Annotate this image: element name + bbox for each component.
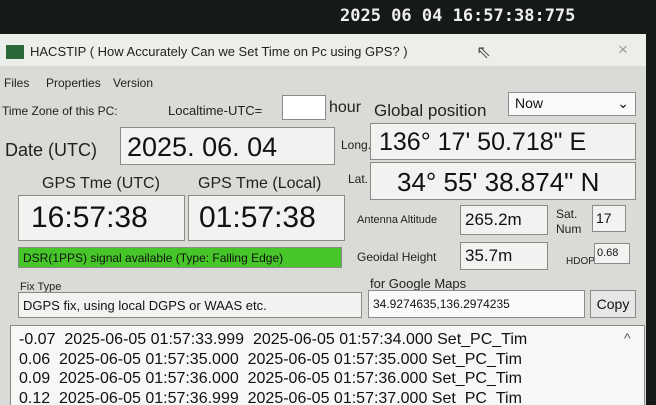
- gps-local-time: 01:57:38: [188, 195, 345, 241]
- copy-button[interactable]: Copy: [590, 290, 636, 318]
- antenna-value: 265.2m: [460, 205, 548, 235]
- longitude-value: 136° 17' 50.718" E: [370, 123, 636, 160]
- antenna-label: Antenna Altitude: [357, 214, 437, 226]
- date-label: Date (UTC): [5, 140, 97, 161]
- date-value: 2025. 06. 04: [120, 127, 335, 165]
- fix-value: DGPS fix, using local DGPS or WAAS etc.: [18, 292, 362, 318]
- timezone-input[interactable]: [282, 95, 326, 120]
- cursor: ⇖: [476, 42, 491, 63]
- maps-label: for Google Maps: [370, 276, 466, 291]
- dropdown-value: Now: [515, 95, 543, 111]
- screen-photo: 2025 06 04 16:57:38:775 HACSTIP ( How Ac…: [0, 0, 656, 405]
- gps-utc-label: GPS Tme (UTC): [42, 175, 160, 193]
- log-line: -0.07 2025-06-05 01:57:33.999 2025-06-05…: [19, 330, 636, 350]
- latitude-label: Lat.: [348, 172, 368, 186]
- menu-item[interactable]: Version: [113, 76, 153, 90]
- hdop-value: 0.68: [594, 243, 630, 264]
- timezone-unit: hour: [329, 99, 361, 117]
- dropdown-arrow: ⌄: [617, 95, 629, 112]
- latitude-value: 34° 55' 38.874" N: [370, 162, 636, 200]
- gps-utc-time: 16:57:38: [18, 195, 185, 241]
- geoid-label: Geoidal Height: [357, 250, 436, 264]
- timezone-label: Time Zone of this PC:: [2, 104, 118, 118]
- scroll-up[interactable]: ^: [624, 330, 631, 346]
- sat-label: Num: [556, 222, 581, 236]
- global-position-label: Global position: [374, 101, 486, 121]
- close-button[interactable]: ×: [618, 40, 628, 60]
- maps-value: 34.9274635,136.2974235: [368, 290, 585, 318]
- geoid-value: 35.7m: [460, 242, 548, 270]
- log-list: -0.07 2025-06-05 01:57:33.999 2025-06-05…: [10, 325, 645, 405]
- log-line: 0.12 2025-06-05 01:57:36.999 2025-06-05 …: [19, 389, 636, 405]
- overlay-timestamp: 2025 06 04 16:57:38:775: [340, 6, 575, 26]
- window-title: HACSTIP ( How Accurately Can we Set Time…: [30, 44, 408, 59]
- longitude-label: Long.: [341, 138, 371, 152]
- sat-value: 17: [592, 205, 626, 232]
- menu-item[interactable]: Properties: [46, 76, 101, 90]
- log-line: 0.06 2025-06-05 01:57:35.000 2025-06-05 …: [19, 350, 636, 370]
- app-icon: [6, 45, 24, 59]
- hdop-label: HDOP: [566, 256, 595, 267]
- timezone-field-label: Localtime-UTC=: [168, 103, 262, 118]
- sat-label: Sat.: [556, 207, 577, 221]
- log-line: 0.09 2025-06-05 01:57:36.000 2025-06-05 …: [19, 369, 636, 389]
- gps-local-label: GPS Tme (Local): [198, 175, 321, 193]
- position-mode-dropdown[interactable]: Now ⌄: [508, 92, 636, 116]
- menu-item[interactable]: Files: [4, 76, 29, 90]
- signal-status: DSR(1PPS) signal available (Type: Fallin…: [18, 247, 342, 268]
